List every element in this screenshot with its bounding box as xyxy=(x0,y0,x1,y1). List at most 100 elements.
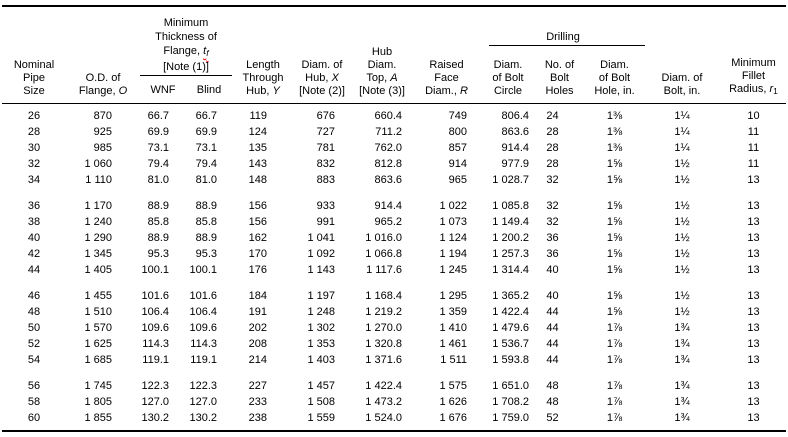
table-row: 58 1 805 127.0 127.0 233 1 508 1 473.2 1 626 1 7… xyxy=(2,394,786,410)
cell-bolt-holes: 36 xyxy=(546,232,559,244)
column-header-diam-of-bolt-hole: Diam. of Bolt Hole, in. xyxy=(594,59,635,97)
cell-hub-top: 1 270.0 xyxy=(365,322,402,334)
cell-blind: 69.9 xyxy=(195,126,217,138)
cell-diam-hub: 1 092 xyxy=(307,248,335,260)
cell-blind: 66.7 xyxy=(195,110,217,122)
cell-bolt-hole-diam: 1⅞ xyxy=(606,354,623,366)
cell-blind: 106.4 xyxy=(189,306,217,318)
cell-pipe-size: 42 xyxy=(27,248,41,260)
cell-od-flange: 1 345 xyxy=(84,248,112,260)
cell-bolt-circle: 1 536.7 xyxy=(492,338,529,350)
cell-raised-face: 1 626 xyxy=(439,396,467,408)
cell-bolt-diam: 1½ xyxy=(674,216,690,228)
cell-pipe-size: 26 xyxy=(27,110,41,122)
cell-wnf: 95.3 xyxy=(147,248,169,260)
cell-blind: 109.6 xyxy=(189,322,217,334)
cell-bolt-circle: 1 149.4 xyxy=(492,216,529,228)
column-header-wnf: WNF xyxy=(150,84,176,96)
cell-blind: 88.9 xyxy=(195,232,217,244)
cell-blind: 81.0 xyxy=(195,174,217,186)
cell-hub-top: 762.0 xyxy=(374,142,402,154)
cell-length-hub: 214 xyxy=(248,354,267,366)
cell-bolt-circle: 977.9 xyxy=(501,158,529,170)
cell-hub-top: 711.2 xyxy=(375,126,402,138)
cell-bolt-diam: 1½ xyxy=(674,290,690,302)
table-row: 56 1 745 122.3 122.3 227 1 457 1 422.4 1 575 1 6… xyxy=(2,378,786,394)
cell-hub-top: 1 524.0 xyxy=(365,412,402,424)
cell-hub-top: 1 422.4 xyxy=(365,380,402,392)
cell-wnf: 130.2 xyxy=(141,412,169,424)
cell-raised-face: 914 xyxy=(448,158,467,170)
cell-bolt-hole-diam: 1⅝ xyxy=(606,232,623,244)
cell-pipe-size: 60 xyxy=(27,412,41,424)
cell-raised-face: 1 461 xyxy=(439,338,467,350)
cell-bolt-holes: 28 xyxy=(546,158,559,170)
cell-raised-face: 1 410 xyxy=(439,322,467,334)
cell-bolt-diam: 1½ xyxy=(674,200,690,212)
cell-bolt-diam: 1½ xyxy=(674,158,690,170)
cell-bolt-circle: 1 365.2 xyxy=(492,290,529,302)
cell-fillet-radius: 10 xyxy=(747,110,760,122)
table-header-row: Nominal Pipe Size O.D. of Flange, O Minimum… xyxy=(2,7,786,104)
cell-bolt-holes: 48 xyxy=(546,396,559,408)
cell-length-hub: 162 xyxy=(248,232,267,244)
cell-length-hub: 227 xyxy=(248,380,267,392)
cell-od-flange: 1 570 xyxy=(84,322,112,334)
table-group: 46 1 455 101.6 101.6 184 1 197 1 168.4 1 295 1 3… xyxy=(2,288,786,368)
cell-bolt-hole-diam: 1⅝ xyxy=(606,290,623,302)
cell-pipe-size: 30 xyxy=(27,142,41,154)
cell-blind: 88.9 xyxy=(195,200,217,212)
cell-bolt-circle: 1 422.4 xyxy=(492,306,529,318)
cell-bolt-circle: 1 479.6 xyxy=(492,322,529,334)
cell-length-hub: 156 xyxy=(248,200,267,212)
cell-hub-top: 812.8 xyxy=(374,158,402,170)
cell-raised-face: 1 073 xyxy=(439,216,467,228)
cell-diam-hub: 832 xyxy=(316,158,335,170)
cell-raised-face: 1 022 xyxy=(439,200,467,212)
cell-raised-face: 1 124 xyxy=(439,232,467,244)
table-row: 42 1 345 95.3 95.3 170 1 092 1 066.8 1 194 1 257… xyxy=(2,246,786,262)
table-row: 28 925 69.9 69.9 124 727 711.2 800 863.6 28 1⅜ 1¼ 11 xyxy=(2,124,786,140)
cell-fillet-radius: 13 xyxy=(747,322,760,334)
column-header-min-fillet-radius: Minimum Fillet Radius, r1 xyxy=(729,57,778,96)
cell-bolt-circle: 1 593.8 xyxy=(492,354,529,366)
cell-length-hub: 176 xyxy=(248,264,267,276)
cell-pipe-size: 54 xyxy=(27,354,41,366)
cell-pipe-size: 32 xyxy=(27,158,41,170)
cell-od-flange: 1 745 xyxy=(84,380,112,392)
cell-blind: 122.3 xyxy=(189,380,217,392)
column-header-blind: Blind xyxy=(196,84,222,96)
cell-fillet-radius: 13 xyxy=(747,174,760,186)
table-group: 56 1 745 122.3 122.3 227 1 457 1 422.4 1 575 1 6… xyxy=(2,378,786,426)
cell-fillet-radius: 13 xyxy=(747,338,760,350)
cell-diam-hub: 933 xyxy=(316,200,335,212)
cell-diam-hub: 1 197 xyxy=(307,290,335,302)
cell-pipe-size: 46 xyxy=(27,290,41,302)
cell-blind: 119.1 xyxy=(190,354,217,366)
cell-wnf: 88.9 xyxy=(147,200,169,212)
column-header-nominal-pipe-size: Nominal Pipe Size xyxy=(13,59,55,97)
cell-bolt-hole-diam: 1⅝ xyxy=(606,216,623,228)
cell-wnf: 100.1 xyxy=(141,264,169,276)
cell-diam-hub: 1 508 xyxy=(307,396,335,408)
cell-wnf: 119.1 xyxy=(142,354,169,366)
cell-blind: 130.2 xyxy=(189,412,217,424)
cell-pipe-size: 52 xyxy=(27,338,41,350)
cell-blind: 101.6 xyxy=(189,290,217,302)
cell-length-hub: 191 xyxy=(248,306,267,318)
cell-diam-hub: 1 041 xyxy=(307,232,335,244)
cell-wnf: 69.9 xyxy=(147,126,169,138)
cell-bolt-hole-diam: 1⅝ xyxy=(606,264,623,276)
cell-bolt-circle: 1 257.3 xyxy=(492,248,529,260)
cell-bolt-holes: 48 xyxy=(546,380,559,392)
cell-fillet-radius: 13 xyxy=(747,264,760,276)
cell-diam-hub: 1 403 xyxy=(307,354,335,366)
cell-raised-face: 1 295 xyxy=(439,290,467,302)
cell-od-flange: 1 240 xyxy=(84,216,112,228)
cell-od-flange: 1 060 xyxy=(84,158,112,170)
cell-bolt-hole-diam: 1⅞ xyxy=(606,412,623,424)
cell-od-flange: 1 170 xyxy=(84,200,112,212)
cell-hub-top: 1 219.2 xyxy=(365,306,402,318)
cell-od-flange: 1 805 xyxy=(84,396,112,408)
table-row: 30 985 73.1 73.1 135 781 762.0 857 914.4 28 1⅜ 1¼ 11 xyxy=(2,140,786,156)
